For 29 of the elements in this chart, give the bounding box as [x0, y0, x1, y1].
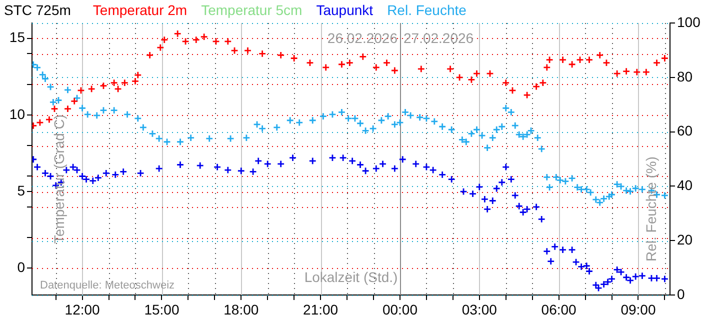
- y2-tick-label: 80: [677, 68, 693, 84]
- y-tick-label: 5: [17, 182, 26, 198]
- y2-tick-label: 40: [677, 177, 693, 194]
- x-tick-label: 15:00: [144, 301, 180, 318]
- ref-line-label: 26.02.2026: [327, 30, 398, 46]
- y2-tick-label: 20: [677, 231, 693, 248]
- x-tick-label: 00:00: [382, 301, 418, 318]
- text: Rel. Feuchte: [387, 2, 466, 18]
- y-tick-label: 10: [9, 106, 26, 122]
- x-tick-label: 09:00: [620, 301, 656, 318]
- x-tick-label: 21:00: [303, 301, 338, 318]
- series-label: Temperatur 2m: [92, 2, 188, 18]
- annotation: Datenquelle: Meteoschweiz: [40, 280, 175, 292]
- text: Taupunkt: [316, 2, 374, 18]
- annotation: 27.02.2026: [404, 30, 474, 46]
- x-tick-label: 03:00: [462, 301, 498, 318]
- legend-label: Temperatur 5cm: [201, 2, 302, 18]
- chart-title: STC 725m: [4, 2, 71, 18]
- x-axis-title: Lokalzeit (Std.): [304, 268, 398, 285]
- y2-tick-label: 0: [677, 286, 685, 302]
- y-tick-label: 0: [17, 259, 26, 276]
- x-tick-label: 12:00: [64, 301, 100, 318]
- y-tick-label: 15: [9, 29, 26, 46]
- x-tick-label: 18:00: [224, 301, 259, 318]
- x-tick-label: 06:00: [541, 301, 577, 318]
- y2-axis-title: Rel. Feuchte (%): [642, 156, 659, 262]
- y2-tick-label: 100: [677, 14, 701, 30]
- y-axis-title: Temperatur (Grad C): [50, 114, 67, 244]
- y2-tick-label: 60: [677, 122, 693, 139]
